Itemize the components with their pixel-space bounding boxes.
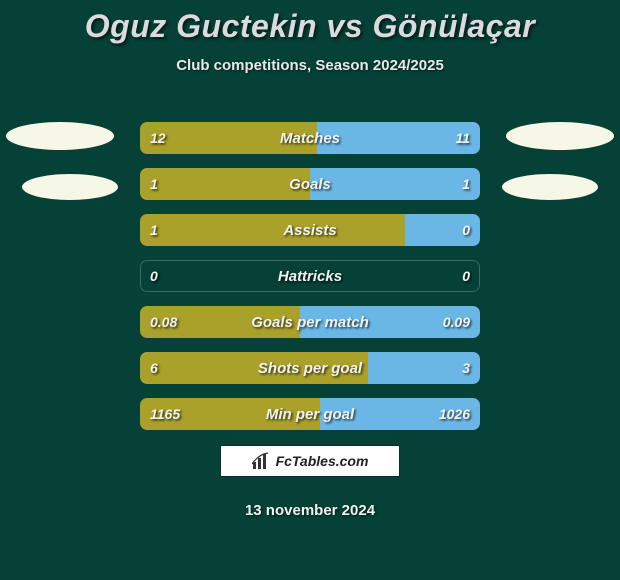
player2-bar-fill: [317, 122, 480, 154]
bar-chart-icon: [252, 452, 272, 470]
comparison-title: Oguz Guctekin vs Gönülaçar: [0, 0, 620, 45]
bar-track: [140, 260, 480, 292]
player2-bar-fill: [368, 352, 480, 384]
player1-placeholder-shape-2: [22, 174, 118, 200]
player2-bar-fill: [310, 168, 480, 200]
stat-row: 11651026Min per goal: [140, 398, 480, 430]
stat-row: 1211Matches: [140, 122, 480, 154]
player2-bar-fill: [300, 306, 480, 338]
comparison-subtitle: Club competitions, Season 2024/2025: [0, 57, 620, 74]
stat-row: 0.080.09Goals per match: [140, 306, 480, 338]
player1-placeholder-shape-1: [6, 122, 114, 150]
stat-row: 10Assists: [140, 214, 480, 246]
player1-bar-fill: [140, 168, 310, 200]
stat-row: 00Hattricks: [140, 260, 480, 292]
snapshot-date: 13 november 2024: [0, 502, 620, 519]
player1-bar-fill: [140, 306, 300, 338]
player2-placeholder-shape-1: [506, 122, 614, 150]
player2-bar-fill: [405, 214, 480, 246]
player1-bar-fill: [140, 398, 320, 430]
stats-bars-container: 1211Matches 11Goals 10Assists 00Hattricks 0.…: [140, 122, 480, 444]
player2-placeholder-shape-2: [502, 174, 598, 200]
stat-row: 63Shots per goal: [140, 352, 480, 384]
logo-text: FcTables.com: [276, 453, 369, 469]
player1-bar-fill: [140, 352, 368, 384]
stat-row: 11Goals: [140, 168, 480, 200]
player1-bar-fill: [140, 122, 317, 154]
player2-bar-fill: [320, 398, 480, 430]
fctables-logo: FcTables.com: [220, 445, 400, 477]
player1-bar-fill: [140, 214, 405, 246]
